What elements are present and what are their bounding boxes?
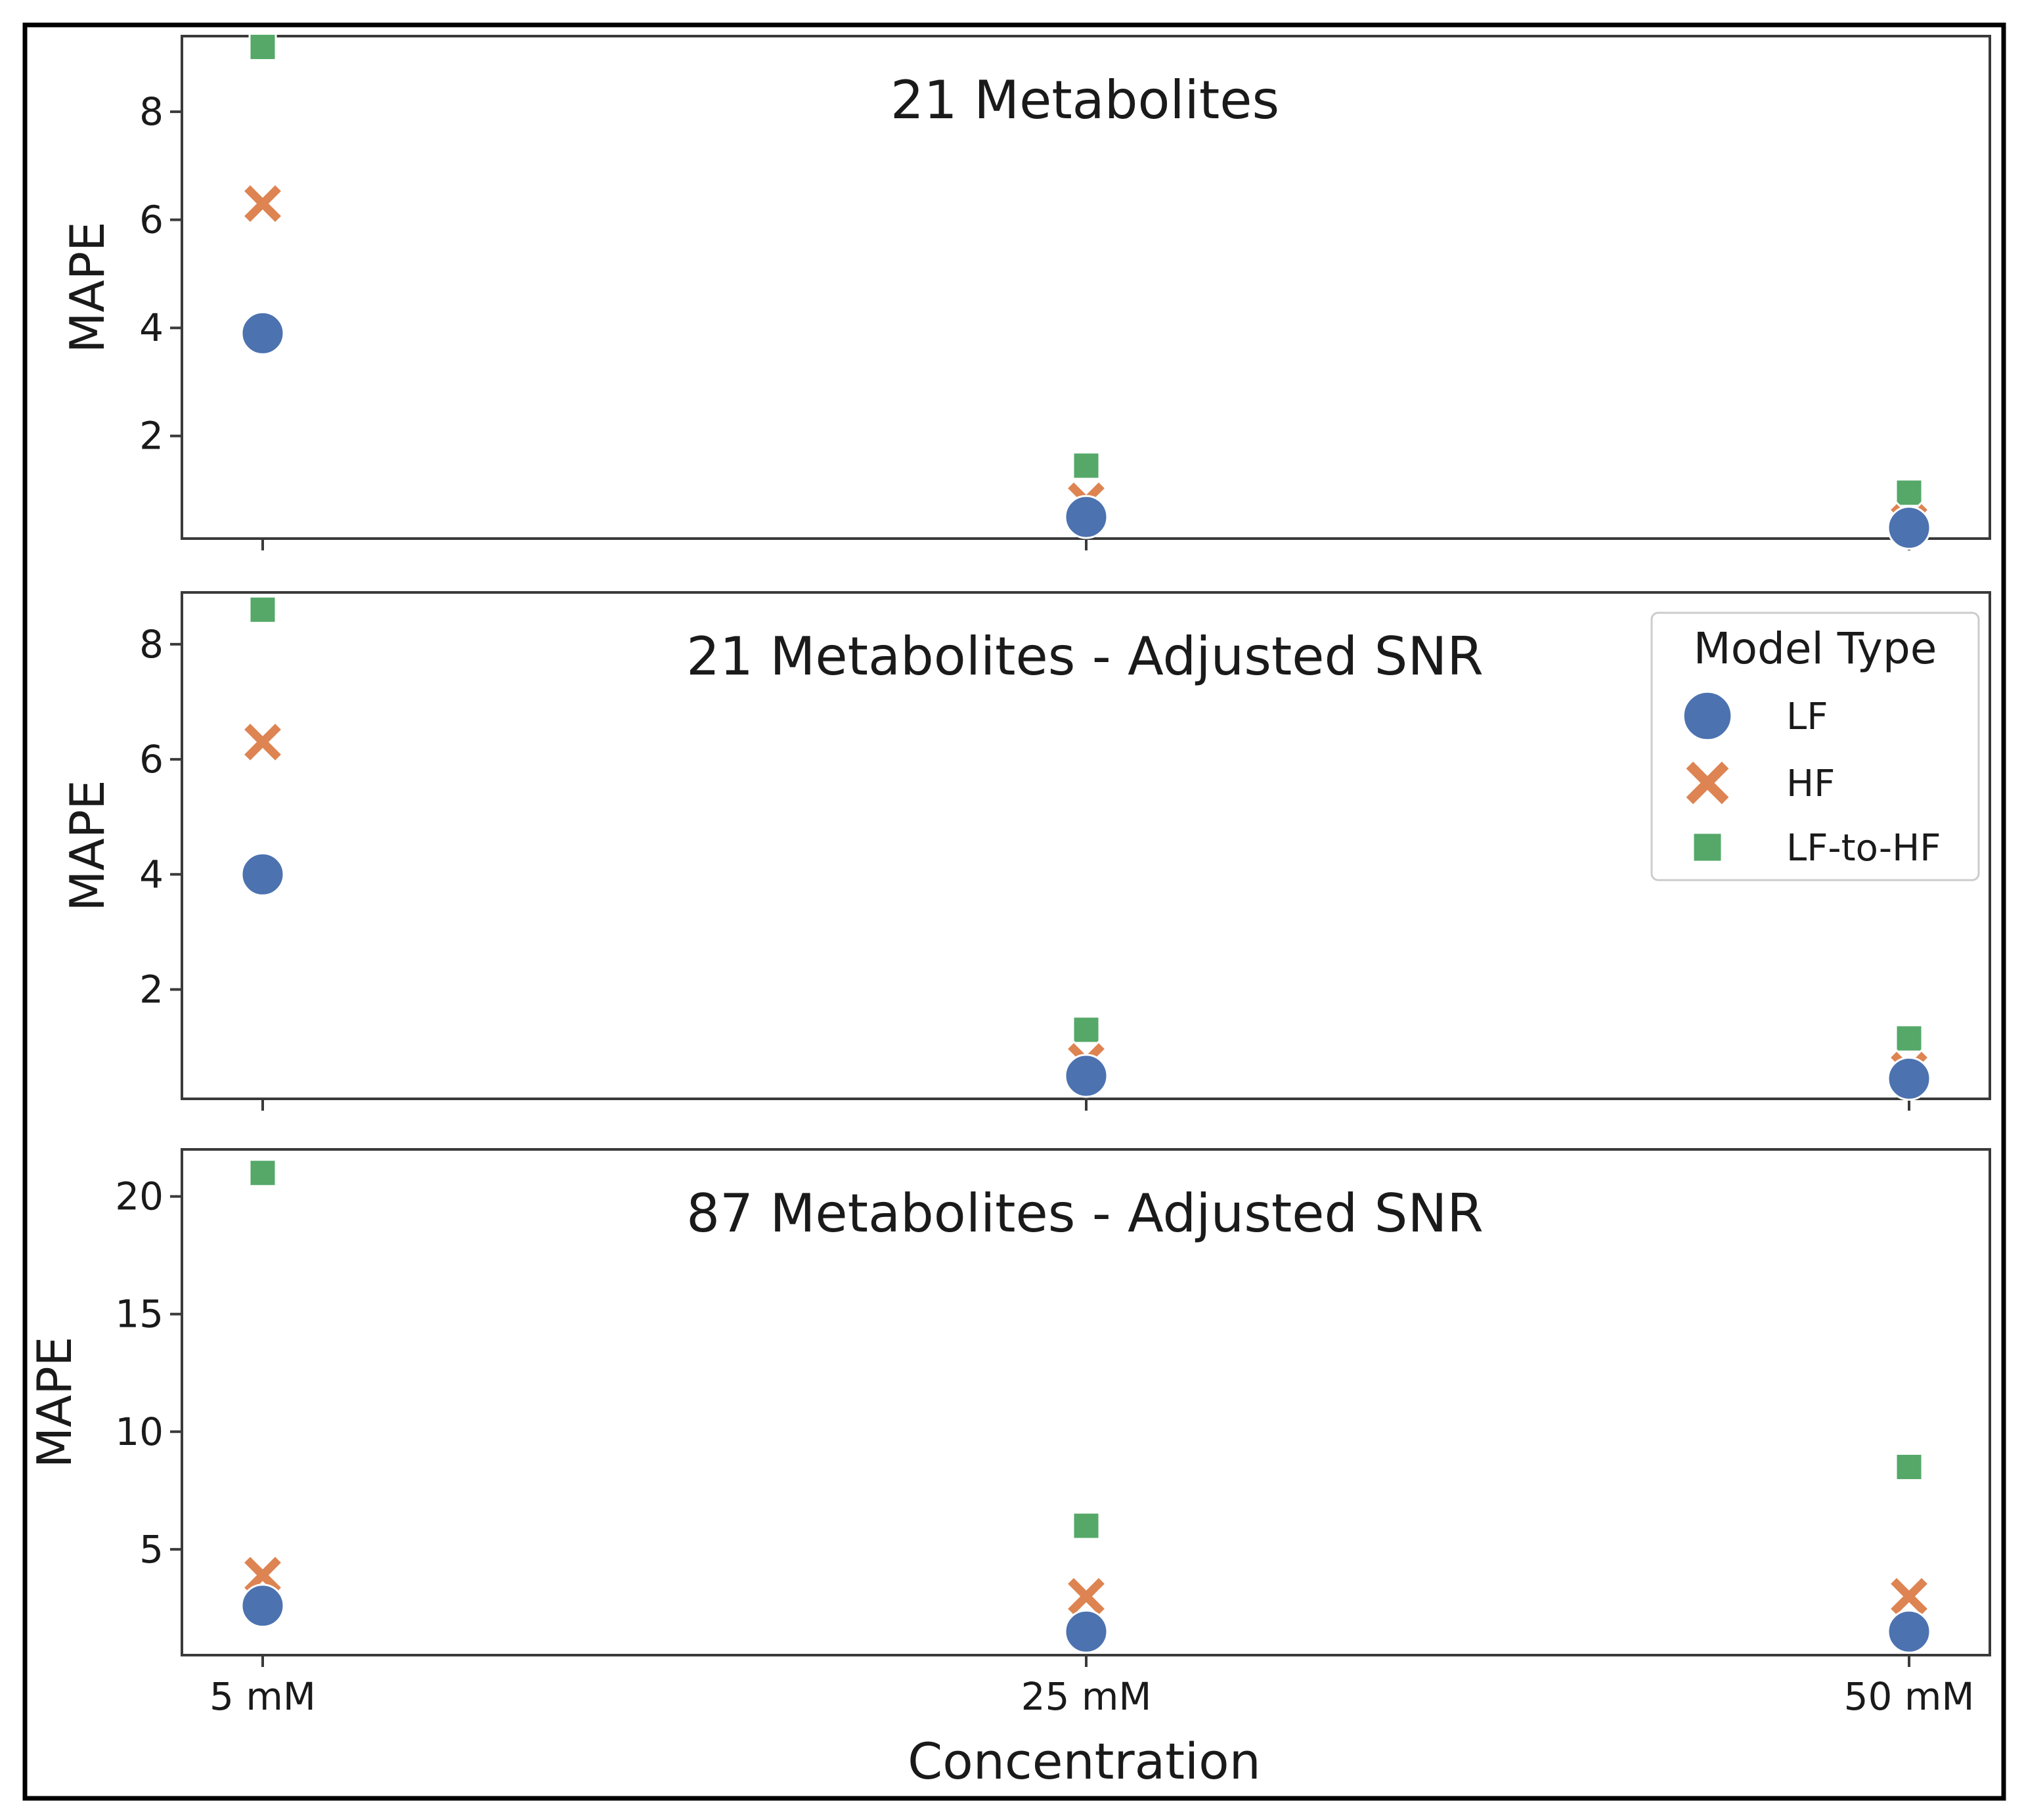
x-axis-title: Concentration [908,1732,1261,1790]
y-axis-label: MAPE [60,780,115,911]
point-lf [240,311,285,355]
legend-marker-lf-to-hf [1692,832,1723,863]
point-lf-to-hf [1072,1511,1101,1540]
y-tick-label: 2 [139,967,164,1012]
point-hf [241,721,284,763]
point-lf-to-hf [1895,1452,1924,1481]
x-tick-label: 50 mM [1844,1674,1975,1719]
point-hf [241,1554,284,1597]
y-tick-label: 5 [139,1527,164,1572]
point-lf [1887,506,1931,550]
x-tick-label: 5 mM [209,1674,316,1719]
legend-title: Model Type [1694,623,1937,674]
legend-label: LF [1786,696,1828,738]
y-tick-label: 6 [139,737,164,782]
point-hf [241,182,284,225]
y-tick-label: 2 [139,414,164,458]
panel-title: 21 Metabolites [891,70,1279,131]
legend: Model Type LF HF LF-to-HF [1650,611,1980,881]
point-lf [1064,495,1109,539]
point-lf [1887,1609,1931,1654]
legend-label: LF-to-HF [1786,827,1941,870]
y-tick-label: 4 [139,305,164,350]
x-tick-label: 25 mM [1021,1674,1152,1719]
panel-1: 2 4 6 8 MAPE 21 Metabolites [60,32,1991,550]
point-hf [1887,1575,1931,1618]
point-lf-to-hf [1895,478,1924,507]
y-axis-label: MAPE [60,221,115,353]
panels: 2 4 6 8 MAPE 21 Metabolites 2 4 6 8 MAPE 21 Metabol… [27,32,1991,1719]
y-tick-label: 4 [139,852,164,897]
point-lf [1887,1056,1931,1101]
y-tick-label: 8 [139,89,164,134]
legend-marker-hf [1683,759,1732,807]
point-lf [1064,1609,1109,1654]
y-tick-label: 8 [139,622,164,667]
point-lf-to-hf [248,595,277,624]
panel-title: 21 Metabolites - Adjusted SNR [686,626,1484,687]
legend-marker-lf [1682,690,1733,742]
plot-area-frame [181,1148,1991,1656]
panel-3: 5 10 15 20 MAPE 87 Metabolites - Adjusted SNR [27,1148,1991,1667]
y-tick-label: 20 [115,1174,164,1219]
point-lf-to-hf [248,1159,277,1187]
y-axis-label: MAPE [27,1337,82,1468]
y-tick-label: 6 [139,198,164,242]
legend-label: HF [1786,763,1835,805]
point-lf-to-hf [248,32,277,61]
point-hf [1065,1575,1108,1618]
point-lf-to-hf [1895,1024,1924,1053]
y-tick-label: 10 [115,1409,164,1454]
point-lf-to-hf [1072,1015,1101,1044]
legend-box [1650,611,1980,881]
point-lf [240,852,285,897]
point-lf-to-hf [1072,451,1101,480]
point-lf [1064,1054,1109,1098]
y-tick-label: 15 [115,1292,164,1337]
panel-title: 87 Metabolites - Adjusted SNR [686,1183,1484,1244]
point-lf [240,1584,285,1628]
